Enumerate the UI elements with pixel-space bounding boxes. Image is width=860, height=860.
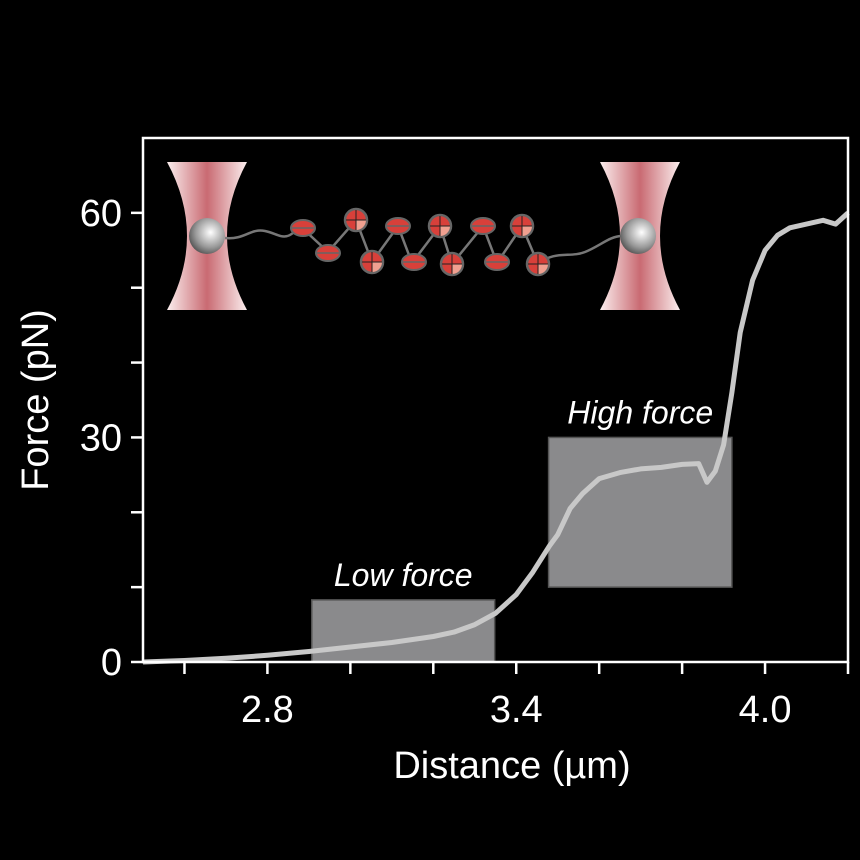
- dna-strand: [224, 217, 623, 267]
- x-tick-label: 4.0: [739, 689, 792, 731]
- annotation-label: Low force: [334, 557, 473, 593]
- bead: [189, 218, 225, 254]
- annotation-box: [311, 599, 496, 663]
- y-axis-label: Force (pN): [15, 309, 57, 491]
- force-extension-curve: [142, 211, 850, 665]
- bead: [620, 218, 656, 254]
- annotation-label: High force: [567, 394, 713, 430]
- y-tick-label: 60: [80, 193, 122, 235]
- y-tick-label: 0: [101, 642, 122, 684]
- annotation-box: [547, 436, 733, 588]
- optical-trap-illustration: [167, 162, 680, 310]
- x-tick-label: 2.8: [241, 689, 294, 731]
- y-tick-label: 30: [80, 417, 122, 459]
- plot-frame: [141, 136, 850, 664]
- x-axis-label: Distance (µm): [393, 745, 630, 787]
- x-tick-label: 3.4: [490, 689, 543, 731]
